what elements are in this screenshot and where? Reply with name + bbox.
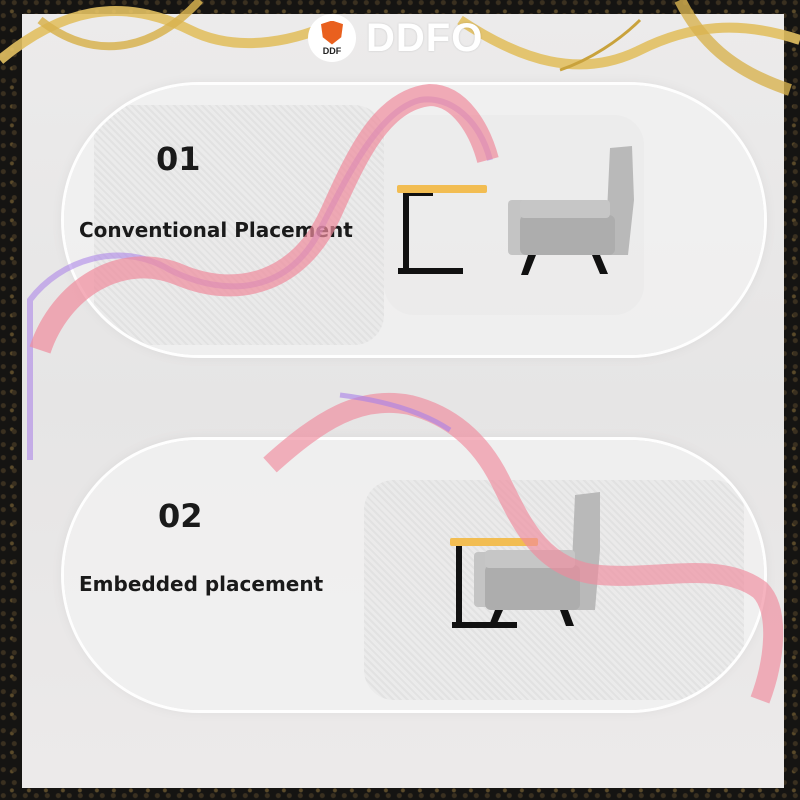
gold-ribbon-decoration [0, 0, 800, 96]
placement-number: 01 [156, 140, 201, 178]
side-table-icon [450, 538, 538, 628]
shield-icon [321, 20, 343, 45]
placement-label: Embedded placement [79, 572, 324, 596]
brand-name: DDFO [366, 15, 484, 60]
logo-badge: DDF [308, 14, 356, 62]
logo-badge-text: DDF [322, 45, 342, 56]
side-table-icon [397, 185, 487, 274]
brand-logo: DDF DDFO [308, 14, 483, 62]
placement-number: 02 [158, 497, 203, 535]
armchair-icon [508, 146, 634, 275]
